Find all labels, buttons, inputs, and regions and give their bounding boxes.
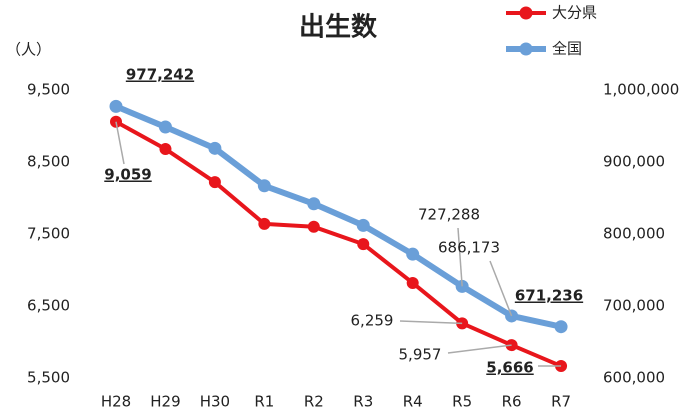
x-tick-label: H29 [150, 393, 180, 411]
data-label: 686,173 [438, 239, 500, 257]
y-tick-label: 9,500 [27, 81, 70, 99]
data-label: 977,242 [126, 66, 194, 84]
data-point [208, 141, 222, 155]
leader-line [457, 227, 463, 287]
legend-marker [519, 6, 533, 20]
data-point [307, 197, 321, 211]
data-point [158, 120, 172, 134]
data-label: 5,957 [399, 346, 442, 364]
leader-line [447, 344, 512, 354]
series-line [114, 103, 562, 330]
chart-title: 出生数 [299, 13, 378, 43]
data-point [258, 217, 271, 230]
series-line [115, 120, 562, 368]
y-axis-label: （人） [6, 41, 51, 59]
y2-tick-label: 1,000,000 [603, 81, 679, 99]
data-point [109, 99, 123, 113]
data-label: 727,288 [418, 206, 480, 224]
y-tick-label: 5,500 [27, 369, 70, 387]
data-point [406, 276, 419, 289]
x-tick-label: R2 [304, 393, 324, 411]
y2-tick-label: 700,000 [603, 297, 665, 315]
x-tick-label: R6 [502, 393, 522, 411]
data-point [307, 220, 320, 233]
y2-tick-label: 600,000 [603, 369, 665, 387]
y2-tick-label: 800,000 [603, 225, 665, 243]
legend-label: 大分県 [552, 4, 597, 22]
y2-tick-label: 900,000 [603, 153, 665, 171]
data-point [208, 176, 221, 189]
data-label: 5,666 [486, 359, 533, 377]
x-tick-label: R1 [254, 393, 274, 411]
leader-line [489, 260, 513, 317]
y-tick-label: 7,500 [27, 225, 70, 243]
x-tick-label: H28 [101, 393, 131, 411]
data-point [357, 238, 370, 251]
x-tick-label: R3 [353, 393, 373, 411]
y-tick-label: 8,500 [27, 153, 70, 171]
data-point [257, 179, 271, 193]
data-label: 6,259 [351, 312, 394, 330]
data-label: 671,236 [515, 287, 583, 305]
data-point [554, 320, 568, 334]
x-tick-label: R4 [403, 393, 423, 411]
data-point [159, 143, 172, 156]
data-point [406, 247, 420, 261]
data-label: 9,059 [104, 166, 151, 184]
x-tick-label: H30 [200, 393, 230, 411]
data-point [356, 218, 370, 232]
legend-marker [519, 42, 533, 56]
x-tick-label: R7 [551, 393, 571, 411]
leader-line [115, 121, 125, 165]
legend-label: 全国 [552, 40, 582, 58]
y-tick-label: 6,500 [27, 297, 70, 315]
leader-line [399, 320, 463, 325]
x-tick-label: R5 [452, 393, 472, 411]
